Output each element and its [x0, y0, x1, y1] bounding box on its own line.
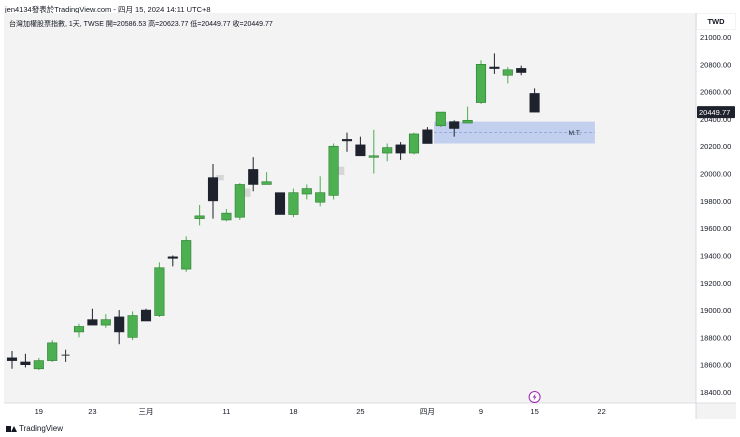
candle-body[interactable]: [181, 240, 192, 270]
candle-body[interactable]: [33, 360, 44, 370]
x-tick-label: 四月: [420, 407, 435, 416]
candle-body[interactable]: [248, 169, 259, 185]
y-tick-label: 20800.00: [700, 60, 731, 69]
x-tick-label: 19: [35, 407, 43, 416]
gap-fill: [336, 166, 345, 175]
last-price-label: 20449.77: [699, 108, 730, 117]
candle-body[interactable]: [315, 192, 326, 203]
publish-header: jen4134發表於TradingView.com - 四月 15, 2024 …: [5, 5, 211, 14]
y-tick-label: 21000.00: [700, 33, 731, 42]
candle-body[interactable]: [462, 119, 473, 124]
y-tick-label: 20200.00: [700, 142, 731, 151]
candle-body[interactable]: [140, 309, 152, 322]
candle-body[interactable]: [167, 256, 178, 259]
footer: TradingView: [6, 424, 63, 433]
candle-body[interactable]: [382, 147, 393, 154]
gap-fill: [215, 174, 224, 181]
currency-label[interactable]: TWD: [697, 14, 735, 29]
candle-body[interactable]: [154, 267, 165, 316]
candle-body[interactable]: [73, 326, 85, 333]
price-axis[interactable]: [696, 30, 736, 403]
y-tick-label: 20600.00: [700, 88, 731, 97]
chart-legend: 台灣加權股票指數, 1天, TWSE 開=20586.53 高=20623.77…: [9, 21, 273, 28]
candle-body[interactable]: [261, 181, 272, 185]
candle-body[interactable]: [395, 144, 406, 154]
candle-body[interactable]: [408, 133, 420, 154]
y-tick-label: 19000.00: [700, 306, 731, 315]
candle-body[interactable]: [274, 192, 286, 215]
candle-body[interactable]: [221, 212, 232, 221]
last-price-badge: [697, 106, 735, 119]
candle-body[interactable]: [6, 357, 18, 361]
gap-fill: [242, 188, 251, 197]
y-tick-label: 19800.00: [700, 197, 731, 206]
footer-brand: TradingView: [19, 424, 64, 433]
candle-body[interactable]: [207, 177, 219, 202]
y-tick-label: 18800.00: [700, 333, 731, 342]
candle-body[interactable]: [127, 315, 138, 338]
x-tick-label: 三月: [139, 407, 154, 416]
candle-body[interactable]: [288, 192, 299, 215]
x-tick-label: 25: [356, 407, 364, 416]
y-tick-label: 18600.00: [700, 361, 731, 370]
candle-body[interactable]: [502, 69, 513, 76]
x-tick-label: 22: [597, 407, 605, 416]
candle-body[interactable]: [435, 111, 446, 127]
y-tick-label: 20400.00: [700, 115, 731, 124]
candle-body[interactable]: [368, 155, 379, 158]
y-tick-label: 19400.00: [700, 251, 731, 260]
x-tick-label: 9: [479, 407, 483, 416]
candle-body[interactable]: [422, 129, 433, 144]
x-tick-label: 15: [530, 407, 538, 416]
candle-body[interactable]: [114, 316, 125, 333]
candle-body[interactable]: [489, 66, 500, 69]
candle-body[interactable]: [194, 215, 205, 219]
candle-body[interactable]: [475, 64, 487, 103]
candle-body[interactable]: [516, 68, 527, 73]
candle-body[interactable]: [87, 319, 98, 326]
candle-body[interactable]: [328, 145, 339, 196]
y-tick-label: 19200.00: [700, 279, 731, 288]
y-tick-label: 19600.00: [700, 224, 731, 233]
y-tick-label: 18400.00: [700, 388, 731, 397]
candle-body[interactable]: [355, 144, 366, 157]
x-tick-label: 11: [223, 407, 231, 416]
candle-body[interactable]: [20, 361, 31, 365]
candle-body[interactable]: [47, 342, 58, 361]
candle-body[interactable]: [100, 319, 111, 326]
candle-body[interactable]: [341, 139, 353, 142]
x-tick-label: 23: [88, 407, 96, 416]
chart-frame: [4, 13, 736, 419]
candle-body[interactable]: [529, 93, 540, 113]
tradingview-logo-icon: [6, 425, 17, 433]
candle-body[interactable]: [234, 184, 245, 218]
candle-body[interactable]: [301, 188, 312, 195]
candle-body[interactable]: [449, 121, 460, 129]
time-axis[interactable]: [4, 403, 696, 419]
x-tick-label: 18: [289, 407, 297, 416]
y-tick-label: 20000.00: [700, 170, 731, 179]
mt-zone-label: M.T.: [569, 130, 581, 137]
lightning-icon-glyph: [532, 393, 537, 401]
